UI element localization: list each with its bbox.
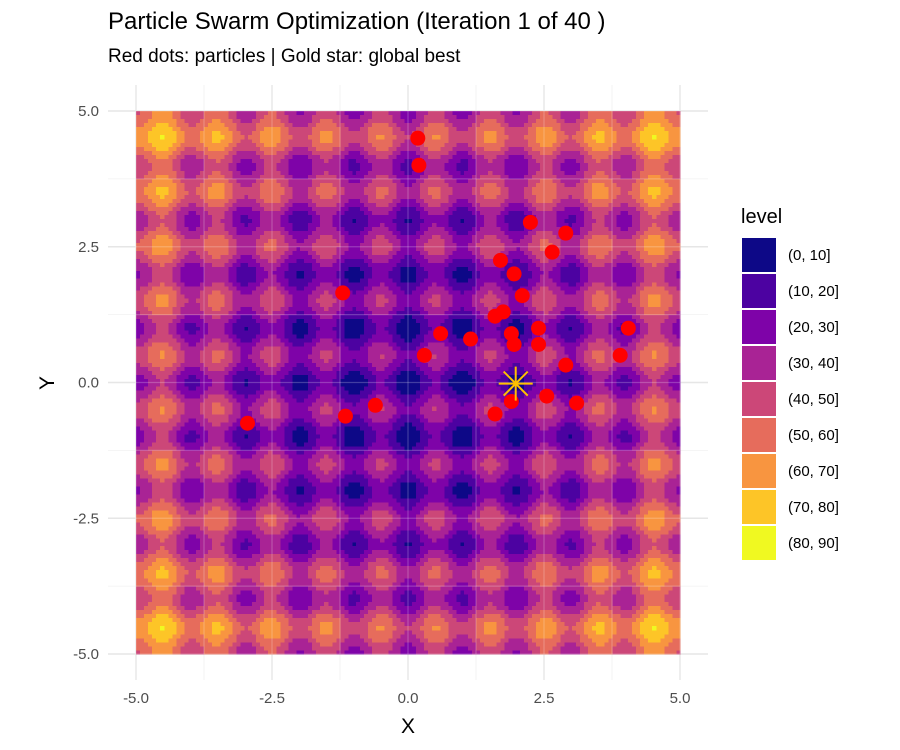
legend-swatch (742, 346, 776, 380)
legend-swatch (742, 526, 776, 560)
particle-point (492, 252, 508, 268)
legend-swatch (742, 310, 776, 344)
particle-point (558, 357, 574, 373)
particle-point (410, 130, 426, 146)
particle-point (506, 266, 522, 282)
legend-label: (70, 80] (788, 499, 839, 516)
particle-point (506, 336, 522, 352)
legend-label: (50, 60] (788, 427, 839, 444)
grid-overlay (135, 110, 681, 655)
particle-point (531, 320, 547, 336)
x-tick-label: -2.5 (259, 690, 285, 707)
y-tick-label: 0.0 (78, 375, 99, 392)
particle-point (539, 388, 555, 404)
y-tick-label: -5.0 (73, 646, 99, 663)
chart-subtitle: Red dots: particles | Gold star: global … (108, 46, 461, 67)
y-tick-label: 5.0 (78, 103, 99, 120)
particle-point (240, 415, 256, 431)
particle-point (463, 331, 479, 347)
legend-swatch (742, 490, 776, 524)
legend: (0, 10] (10, 20] (20, 30] (30, 40] (40, 50] (… (742, 238, 839, 560)
legend-swatch (742, 382, 776, 416)
particle-point (544, 244, 560, 260)
particle-point (522, 214, 538, 230)
contour-level-4 (136, 111, 681, 655)
contour-level-6 (136, 111, 681, 655)
legend-swatch (742, 418, 776, 452)
particle-point (337, 408, 353, 424)
particle-point (416, 347, 432, 363)
particle-point (558, 225, 574, 241)
y-tick-label: 2.5 (78, 239, 99, 256)
particle-point (531, 336, 547, 352)
x-axis-label: X (401, 715, 415, 738)
particle-point (433, 326, 449, 342)
x-tick-label: 5.0 (670, 690, 691, 707)
y-tick-label: -2.5 (73, 510, 99, 527)
legend-label: (0, 10] (788, 247, 831, 264)
particle-point (569, 395, 585, 411)
legend-label: (60, 70] (788, 463, 839, 480)
legend-label: (10, 20] (788, 283, 839, 300)
legend-label: (80, 90] (788, 535, 839, 552)
legend-label: (40, 50] (788, 391, 839, 408)
particle-point (514, 288, 530, 304)
particle-point (411, 157, 427, 173)
particle-point (335, 285, 351, 301)
x-tick-label: 0.0 (398, 690, 419, 707)
particle-point (620, 320, 636, 336)
x-tick-label: -5.0 (123, 690, 149, 707)
legend-swatch (742, 238, 776, 272)
chart-title: Particle Swarm Optimization (Iteration 1… (108, 8, 606, 35)
x-tick-label: 2.5 (534, 690, 555, 707)
legend-label: (20, 30] (788, 319, 839, 336)
particle-point (487, 406, 503, 422)
contour-level-1 (244, 218, 573, 547)
legend-swatch (742, 454, 776, 488)
points-layer (240, 130, 636, 431)
axis-layer: -5.0 -2.5 0.0 2.5 5.0 -5.0 -2.5 0.0 2.5 5.0 (73, 103, 690, 707)
legend-label: (30, 40] (788, 355, 839, 372)
global-best-star (498, 366, 533, 401)
legend-swatch (742, 274, 776, 308)
particle-point (612, 347, 628, 363)
particle-point (367, 397, 383, 413)
y-axis-label: Y (36, 376, 59, 390)
particle-point (487, 308, 503, 324)
legend-title: level (741, 206, 782, 228)
global-best-star-ray (502, 370, 529, 397)
